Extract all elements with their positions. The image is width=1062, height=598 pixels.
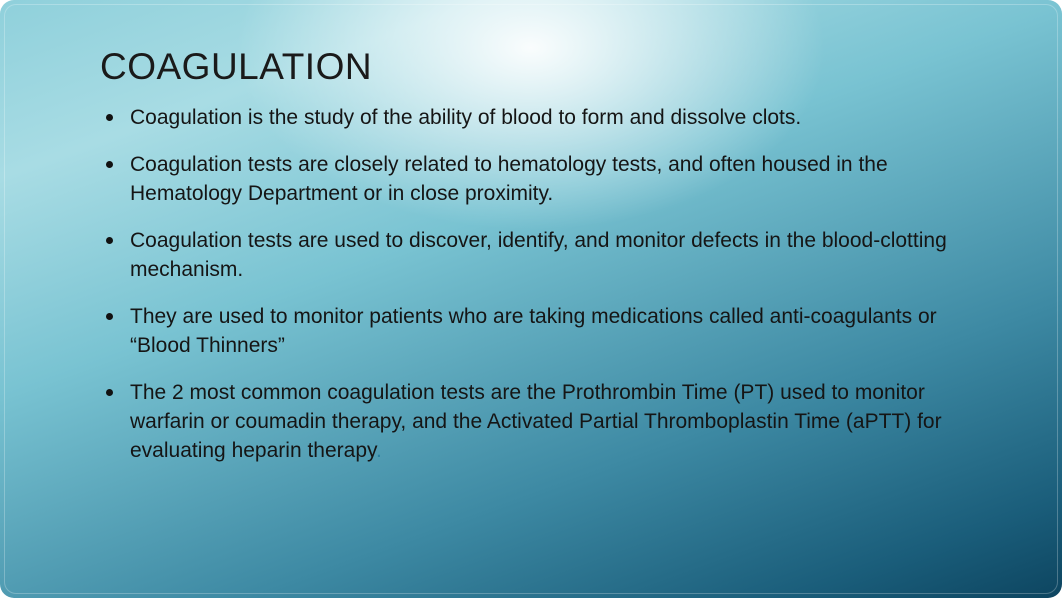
list-item: The 2 most common coagulation tests are … [100,379,982,466]
slide: COAGULATION Coagulation is the study of … [0,0,1062,598]
list-item: Coagulation tests are closely related to… [100,151,982,209]
list-item: They are used to monitor patients who ar… [100,303,982,361]
accent-period: . [376,439,382,462]
slide-title: COAGULATION [100,46,982,88]
list-item: Coagulation is the study of the ability … [100,104,982,133]
list-item-text: The 2 most common coagulation tests are … [130,381,942,462]
list-item: Coagulation tests are used to discover, … [100,227,982,285]
bullet-list: Coagulation is the study of the ability … [100,104,982,466]
